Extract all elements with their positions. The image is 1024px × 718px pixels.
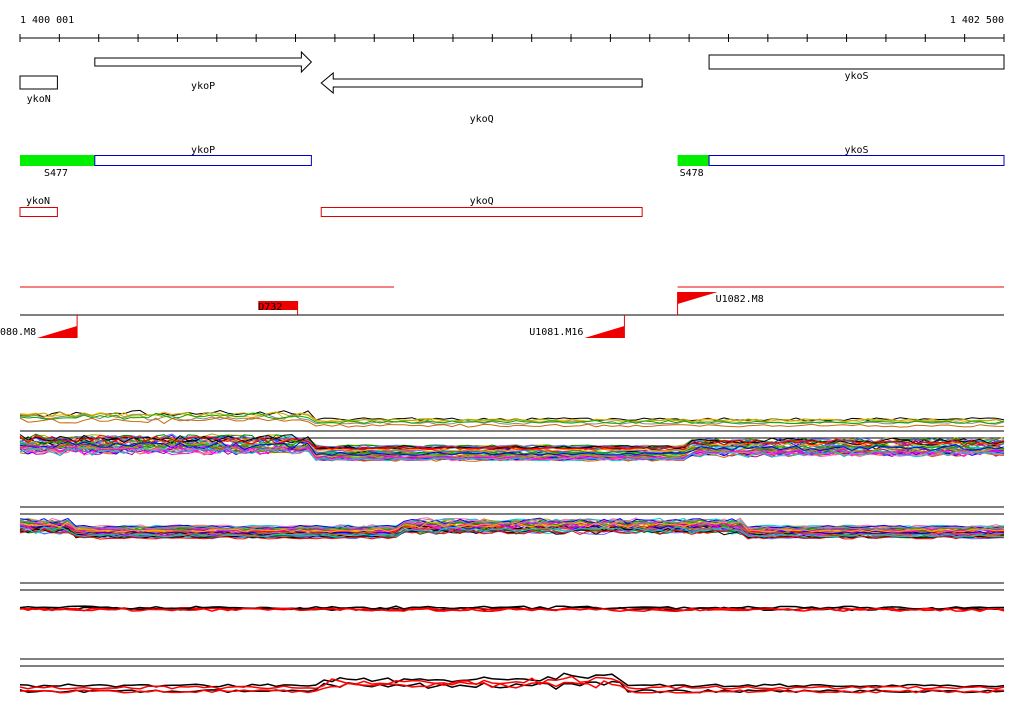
profile-line bbox=[19, 437, 1005, 453]
profile-line bbox=[19, 412, 1005, 424]
marker-U1080.M8-label: U1080.M8 bbox=[0, 327, 36, 338]
gene-ykoP-label: ykoP bbox=[191, 81, 215, 92]
profile-line bbox=[19, 607, 1005, 613]
gene-ykoS-shape bbox=[708, 54, 1005, 70]
marker-U1082.M8-label: U1082.M8 bbox=[716, 294, 764, 305]
marker-D732-block bbox=[258, 301, 298, 310]
marker-U1081.M16-triangle bbox=[584, 326, 625, 338]
profile-line bbox=[19, 416, 1005, 428]
utr-S477-label: S477 bbox=[44, 168, 68, 179]
rev-transcript-ykoN-label: ykoN bbox=[26, 196, 50, 207]
utr-S477-block bbox=[20, 155, 95, 166]
profile-line bbox=[19, 444, 1005, 460]
marker-U1080.M8-triangle bbox=[37, 326, 78, 338]
gene-ykoQ-label: ykoQ bbox=[470, 114, 494, 125]
utr-S478-block bbox=[677, 155, 710, 166]
rev-transcript-ykoN bbox=[19, 207, 58, 217]
gene-ykoN-label: ykoN bbox=[27, 94, 51, 105]
profile-line bbox=[19, 439, 1005, 456]
profile-line bbox=[19, 411, 1005, 423]
fwd-transcript-ykoS-label: ykoS bbox=[844, 145, 868, 156]
fwd-transcript-ykoP-label: ykoP bbox=[191, 145, 215, 156]
profile-line bbox=[19, 518, 1005, 530]
ruler-end-label: 1 402 500 bbox=[950, 15, 1004, 26]
rev-transcript-ykoQ-label: ykoQ bbox=[470, 196, 494, 207]
profile-line bbox=[19, 605, 1004, 610]
gene-ykoQ-shape bbox=[320, 71, 643, 95]
profile-line bbox=[19, 446, 1005, 462]
profile-line bbox=[19, 434, 1005, 450]
profile-line bbox=[19, 528, 1005, 540]
profile-line bbox=[19, 521, 1005, 533]
profile-line bbox=[19, 675, 1005, 690]
profile-line bbox=[19, 525, 1005, 538]
profile-line bbox=[19, 672, 1005, 688]
utr-S478-label: S478 bbox=[680, 168, 704, 179]
marker-U1081.M16-label: U1081.M16 bbox=[529, 327, 583, 338]
fwd-transcript-ykoS bbox=[708, 155, 1005, 166]
gene-ykoN-shape bbox=[19, 75, 58, 90]
profile-line bbox=[19, 526, 1005, 539]
profile-line bbox=[19, 680, 1005, 694]
gene-ykoP-shape bbox=[94, 50, 313, 74]
rev-transcript-ykoQ bbox=[320, 207, 643, 217]
ruler-start-label: 1 400 001 bbox=[20, 15, 74, 26]
fwd-transcript-ykoP bbox=[94, 155, 312, 166]
profile-line bbox=[19, 435, 1005, 450]
gene-ykoS-label: ykoS bbox=[844, 71, 868, 82]
marker-U1082.M8-triangle bbox=[677, 292, 718, 304]
marker-D732-label: D732 bbox=[258, 302, 282, 313]
